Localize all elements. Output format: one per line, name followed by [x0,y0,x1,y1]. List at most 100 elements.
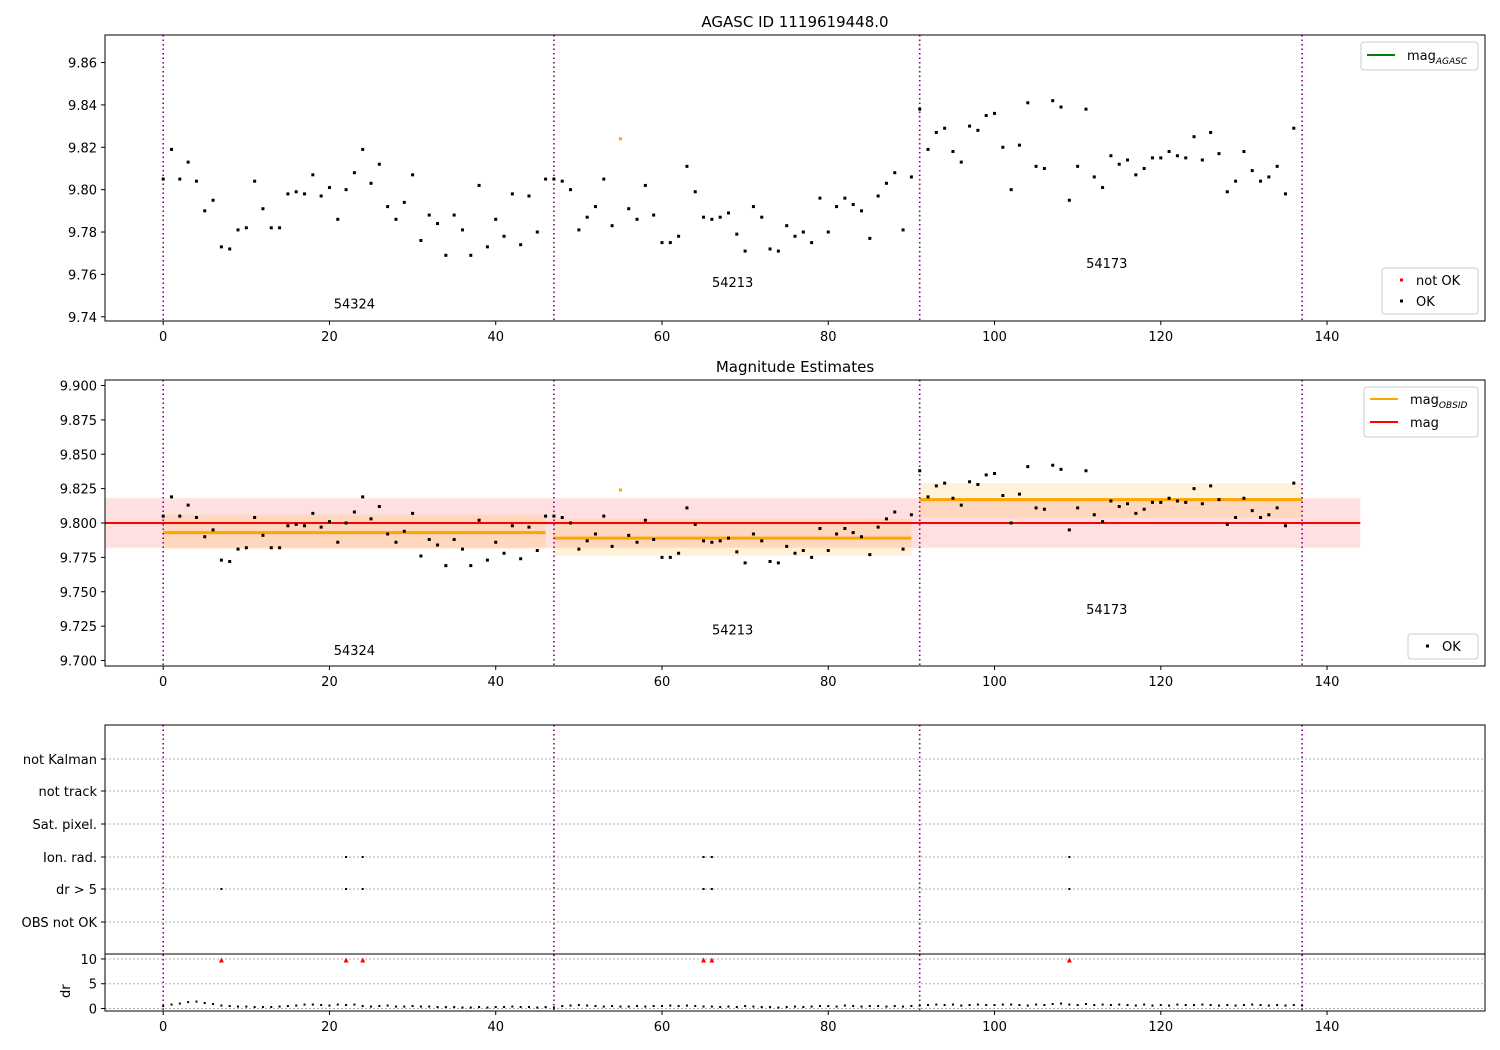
dr-point [261,1006,264,1009]
mag-point [585,215,589,219]
dr-point [1184,1004,1187,1007]
mag-point [194,516,198,519]
mag-point [303,192,307,196]
mag-point [660,241,664,245]
mag-point [668,555,672,559]
obsid-label: 54173 [1086,603,1127,618]
flag-marker [345,856,348,858]
mag-point [219,558,223,562]
dr-point [1084,1003,1087,1006]
x-tick-label: 20 [321,1020,338,1035]
dr-point [503,1006,506,1009]
mag-point [1067,528,1071,532]
mag-point [1126,502,1130,506]
mag-point [1283,192,1287,196]
mag-point [585,539,589,543]
mag-point [702,539,706,543]
mag-point [444,253,448,257]
dr-point [677,1005,680,1008]
dr-point [1193,1004,1196,1007]
mag-point [427,213,431,217]
mag-point [702,215,706,219]
mag-point [993,111,997,115]
mag-point [685,164,689,168]
x-tick-label: 100 [982,330,1007,345]
dr-point [461,1006,464,1009]
dr-tick-label: 10 [80,953,97,968]
mag-point [776,249,780,253]
dr-point [178,1002,181,1005]
mag-point [760,539,764,543]
dr-point [203,1002,206,1005]
mag-point [211,528,215,532]
dr-point [237,1005,240,1008]
mag-point [1225,190,1229,194]
mag-point [826,549,830,552]
mag-point [909,175,913,179]
mag-point [261,533,265,537]
mag-point [1175,154,1179,158]
mag-point [1101,520,1105,524]
mag-point [851,531,855,535]
mag-point [319,194,323,198]
dr-point [1010,1003,1013,1006]
dr-point [494,1006,497,1009]
dr-point [660,1005,663,1008]
mag-point [801,230,805,234]
mag-point [968,480,972,484]
mag-point [1167,496,1171,500]
mag-point [1150,156,1154,160]
dr-point [253,1006,256,1009]
mag-point [452,538,456,541]
dr-point [353,1003,356,1006]
mag-point [793,551,797,555]
mag-point [161,177,165,181]
y-tick-label: 9.825 [60,483,97,498]
mag-point [278,226,282,230]
mag-point [311,173,315,177]
dr-point [818,1005,821,1008]
dr-point [976,1003,979,1006]
mag-point [926,147,930,151]
dr-point [1060,1002,1063,1005]
dr-point [943,1004,946,1007]
dr-point [644,1005,647,1008]
mag-point [1167,150,1171,154]
dr-point [1259,1004,1262,1007]
dr-point [436,1006,439,1009]
dr-point [311,1003,314,1006]
dr-point [486,1006,489,1009]
mag-point [577,228,581,232]
dr-point [1001,1003,1004,1006]
x-tick-label: 0 [159,675,167,690]
dr-point [1076,1004,1079,1007]
mag-point [710,540,714,544]
mag-point [361,495,365,499]
x-tick-label: 120 [1148,330,1173,345]
x-tick-label: 80 [820,1020,837,1035]
mag-point [801,549,805,552]
y-tick-label: 9.86 [68,57,97,72]
dr-point [985,1004,988,1007]
dr-point [1176,1003,1179,1006]
dr-point [1118,1003,1121,1006]
mag-point [519,557,523,561]
mag-point [219,245,223,249]
legend-label: mag [1410,416,1439,431]
mag-point [186,503,190,507]
dr-point [162,1005,165,1008]
mag-point [934,130,938,134]
y-tick-label: 9.700 [60,655,97,670]
mag-point [668,241,672,245]
panel-flags: not Kalman not track Sat. pixel. Ion. rad. d… [22,724,1486,1035]
mag-point [485,245,489,249]
dr-point [278,1005,281,1008]
mag-point [710,217,714,221]
mag-point [768,247,772,251]
mag-point [203,535,207,539]
dr-point [1043,1004,1046,1007]
mag-point [178,514,182,518]
mag-point [1092,175,1096,179]
mag-point [751,532,755,536]
dr-point [827,1005,830,1008]
